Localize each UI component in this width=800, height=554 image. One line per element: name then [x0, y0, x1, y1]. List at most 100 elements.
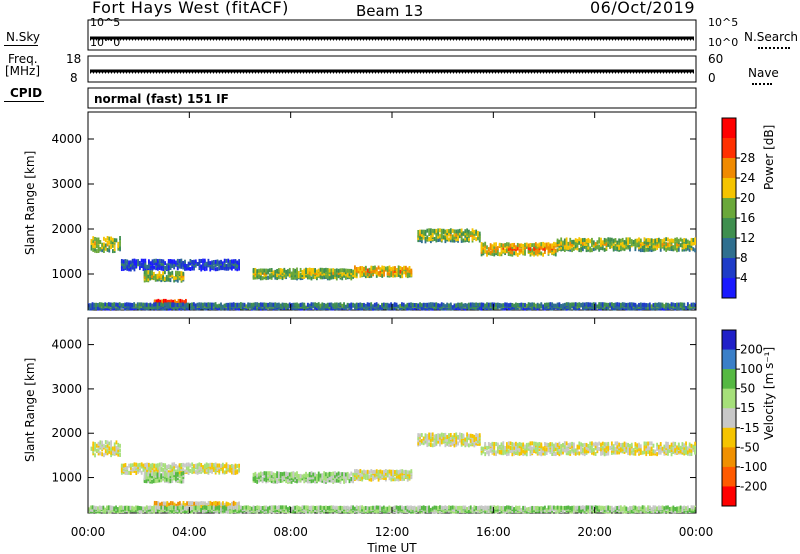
velocity-echo-cell	[375, 474, 378, 479]
power-echo-cell	[149, 261, 152, 266]
power-echo-cell	[625, 237, 628, 242]
velocity-echo-cell	[495, 450, 497, 455]
velocity-echo-cell	[352, 479, 354, 484]
velocity-echo-cell	[147, 475, 150, 480]
power-echo-cell	[92, 236, 95, 241]
power-echo-cell	[408, 269, 411, 274]
velocity-echo-cell	[659, 450, 662, 455]
power-echo-cell	[417, 229, 420, 234]
velocity-echo-cell	[455, 442, 458, 447]
velocity-echo-cell	[133, 466, 136, 471]
velocity-echo-cell	[212, 465, 215, 470]
power-echo-cell	[392, 266, 395, 271]
velocity-echo-cell	[676, 449, 678, 454]
power-echo-cell	[303, 302, 306, 307]
power-echo-cell	[533, 243, 535, 248]
power-echo-cell	[585, 245, 588, 250]
velocity-echo-cell	[95, 448, 98, 453]
velocity-echo-cell	[278, 475, 280, 480]
power-echo-cell	[491, 248, 494, 253]
power-echo-cell	[433, 236, 436, 241]
power-echo-cell	[172, 299, 174, 304]
power-echo-cell	[574, 241, 577, 246]
velocity-echo-cell	[354, 469, 356, 474]
velocity-echo-cell	[509, 449, 512, 454]
power-echo-cell	[451, 228, 454, 233]
velocity-echo-cell	[229, 467, 231, 472]
power-echo-cell	[352, 302, 354, 307]
velocity-echo-cell	[663, 444, 666, 449]
power-echo-cell	[205, 261, 208, 266]
velocity-echo-cell	[553, 443, 555, 448]
velocity-echo-cell	[437, 433, 440, 438]
velocity-echo-cell	[383, 475, 385, 480]
velocity-echo-cell	[491, 445, 494, 450]
power-echo-cell	[388, 265, 391, 270]
velocity-echo-cell	[477, 438, 479, 443]
power-echo-cell	[466, 237, 468, 242]
velocity-echo-cell	[460, 433, 463, 438]
power-echo-cell	[525, 244, 528, 249]
velocity-echo-cell	[223, 503, 226, 508]
power-echo-cell	[330, 274, 333, 279]
power-echo-cell	[330, 268, 333, 273]
velocity-echo-cell	[147, 472, 150, 477]
power-echo-cell	[676, 302, 678, 307]
velocity-echo-cell	[154, 476, 157, 481]
velocity-echo-cell	[119, 443, 121, 448]
power-echo-cell	[509, 246, 512, 251]
power-echo-cell	[214, 267, 217, 272]
power-echo-cell	[281, 276, 284, 281]
velocity-echo-cell	[585, 442, 588, 447]
power-echo-cell	[428, 228, 430, 233]
power-echo-cell	[403, 265, 405, 270]
velocity-echo-cell	[232, 500, 235, 505]
power-echo-cell	[254, 267, 257, 272]
power-echo-cell	[442, 235, 445, 240]
velocity-echo-cell	[665, 441, 668, 446]
velocity-echo-cell	[650, 451, 653, 456]
power-echo-cell	[482, 302, 485, 307]
velocity-echo-cell	[603, 442, 606, 447]
velocity-echo-cell	[598, 446, 601, 451]
velocity-echo-cell	[375, 471, 378, 476]
power-echo-cell	[430, 231, 432, 236]
power-echo-cell	[142, 262, 145, 267]
power-echo-cell	[372, 265, 375, 270]
power-echo-cell	[670, 302, 673, 307]
power-echo-cell	[591, 237, 593, 242]
velocity-echo-cell	[361, 470, 364, 475]
velocity-echo-cell	[379, 472, 382, 477]
power-echo-cell	[533, 250, 535, 255]
power-echo-cell	[683, 247, 686, 252]
velocity-echo-cell	[524, 444, 526, 449]
velocity-echo-cell	[157, 501, 160, 506]
power-echo-cell	[162, 263, 165, 268]
velocity-echo-cell	[683, 449, 686, 454]
power-echo-cell	[648, 302, 651, 307]
power-echo-cell	[493, 252, 496, 257]
velocity-echo-cell	[455, 432, 458, 437]
power-echo-cell	[363, 302, 365, 307]
velocity-echo-cell	[551, 444, 554, 449]
power-echo-cell	[420, 303, 423, 308]
velocity-echo-cell	[544, 449, 546, 454]
velocity-echo-cell	[212, 467, 215, 472]
velocity-echo-cell	[487, 450, 490, 455]
power-echo-cell	[384, 266, 387, 271]
power-echo-cell	[522, 302, 525, 307]
power-echo-cell	[556, 302, 559, 307]
velocity-echo-cell	[164, 469, 167, 474]
power-echo-cell	[444, 229, 447, 234]
velocity-echo-cell	[334, 473, 336, 478]
power-echo-cell	[218, 262, 221, 267]
velocity-echo-cell	[160, 473, 163, 478]
power-echo-cell	[169, 265, 172, 270]
power-echo-cell	[524, 242, 526, 247]
power-echo-cell	[652, 244, 655, 249]
power-echo-cell	[306, 270, 309, 275]
power-echo-cell	[692, 240, 695, 245]
power-echo-cell	[173, 259, 176, 264]
power-echo-cell	[167, 274, 170, 279]
power-echo-cell	[276, 302, 278, 307]
